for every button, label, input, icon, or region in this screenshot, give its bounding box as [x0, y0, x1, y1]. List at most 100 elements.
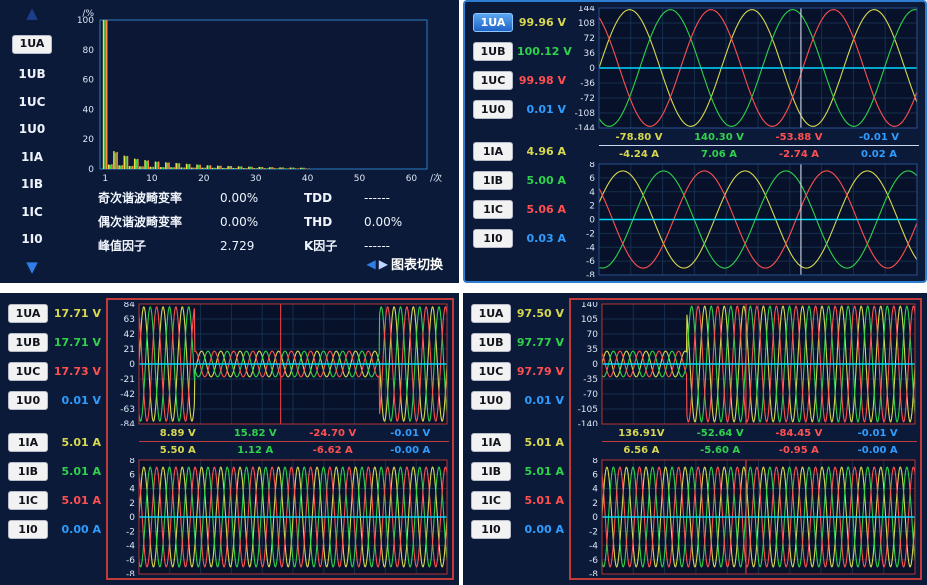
svg-text:21: 21 [124, 345, 135, 355]
channel-row: 1I0 0.00 A [471, 519, 567, 540]
channel-button-1ia[interactable]: 1IA [8, 433, 48, 452]
channel-label-1ia[interactable]: 1IA [20, 149, 44, 164]
channel-label-1ib[interactable]: 1IB [21, 177, 43, 192]
channel-button-1ia[interactable]: 1IA [471, 433, 511, 452]
channel-button-1uc[interactable]: 1UC [471, 362, 511, 381]
chart-switch-control[interactable]: ◀ ▶ 图表切换 [64, 254, 451, 277]
svg-text:35: 35 [587, 345, 598, 355]
svg-text:-4: -4 [589, 542, 598, 552]
harmonic-stats: 奇次谐波畸变率 0.00% TDD ------ 偶次谐波畸变率 0.00% T… [98, 189, 451, 254]
channel-button-1ua[interactable]: 1UA [473, 13, 513, 32]
svg-text:10: 10 [146, 174, 158, 184]
channel-value-1ub: 100.12 V [517, 45, 572, 58]
channel-button-1ub[interactable]: 1UB [471, 333, 511, 352]
channel-value-1u0: 0.01 V [526, 103, 566, 116]
channel-value-1u0: 0.01 V [61, 394, 101, 407]
channel-value-1ib: 5.01 A [524, 465, 564, 478]
channel-button-1ib[interactable]: 1IB [8, 462, 48, 481]
voltage-waveform-plot: 84 63 42 21 0 -21 -42 -63 -84 [120, 302, 448, 426]
svg-text:-2: -2 [126, 527, 135, 537]
channel-label-1uc[interactable]: 1UC [18, 94, 46, 109]
channel-value-1uc: 99.98 V [518, 74, 566, 87]
current-cursor-readouts: 5.50 A 1.12 A -6.62 A -0.00 A [139, 442, 449, 458]
channel-value-1ib: 5.00 A [526, 174, 566, 187]
stat-label-even-thd: 偶次谐波畸变率 [98, 215, 183, 229]
channel-row: 1UC 99.98 V [473, 70, 569, 91]
readout-value-ia: -4.24 A [618, 148, 660, 160]
channel-value-1ia: 5.01 A [524, 436, 564, 449]
svg-text:0: 0 [88, 165, 94, 175]
stat-value-crest-factor: 2.729 [220, 238, 255, 253]
svg-text:40: 40 [302, 174, 314, 184]
channel-row: 1I0 0.00 A [8, 519, 104, 540]
channel-row: 1IB 5.01 A [471, 461, 567, 482]
svg-text:-8: -8 [586, 271, 595, 277]
svg-text:-140: -140 [578, 420, 599, 426]
channel-label-1i0[interactable]: 1I0 [21, 232, 43, 247]
channel-value-1ic: 5.01 A [524, 494, 564, 507]
channel-value-1ua: 97.50 V [516, 307, 564, 320]
channel-label-1ic[interactable]: 1IC [21, 204, 43, 219]
channel-button-1uc[interactable]: 1UC [8, 362, 48, 381]
channel-button-1uc[interactable]: 1UC [473, 71, 513, 90]
svg-text:144: 144 [578, 6, 595, 14]
channel-button-1ua[interactable]: 1UA [12, 34, 52, 54]
svg-text:108: 108 [578, 19, 595, 29]
channel-button-1u0[interactable]: 1U0 [473, 100, 513, 119]
readout-value-ib: -5.60 A [700, 444, 741, 456]
channel-button-1ic[interactable]: 1IC [473, 200, 513, 219]
channel-value-1uc: 17.73 V [53, 365, 101, 378]
svg-text:6: 6 [592, 470, 598, 480]
readout-value-u0: -0.01 V [857, 428, 898, 439]
svg-text:4: 4 [589, 188, 595, 198]
svg-text:-6: -6 [589, 556, 598, 566]
readout-value-ua: 8.89 V [159, 428, 196, 439]
channel-label-1ub[interactable]: 1UB [18, 67, 46, 82]
channel-value-1ic: 5.01 A [61, 494, 101, 507]
svg-text:1: 1 [102, 174, 108, 184]
svg-text:4: 4 [129, 485, 135, 495]
channel-button-1ib[interactable]: 1IB [471, 462, 511, 481]
channel-button-1i0[interactable]: 1I0 [473, 229, 513, 248]
channel-button-1ia[interactable]: 1IA [473, 142, 513, 161]
channel-button-1ub[interactable]: 1UB [8, 333, 48, 352]
chart-switch-right-icon[interactable]: ▶ [378, 256, 388, 271]
svg-text:84: 84 [124, 302, 136, 310]
chart-switch-left-icon[interactable]: ◀ [366, 256, 376, 271]
svg-text:40: 40 [83, 105, 95, 115]
channel-row: 1IB 5.01 A [8, 461, 104, 482]
svg-text:36: 36 [584, 49, 596, 59]
channel-button-1i0[interactable]: 1I0 [8, 520, 48, 539]
channel-button-1ic[interactable]: 1IC [8, 491, 48, 510]
svg-text:-35: -35 [583, 375, 598, 385]
channel-button-1ua[interactable]: 1UA [8, 304, 48, 323]
svg-text:2: 2 [589, 202, 595, 212]
stat-value-thd: 0.00% [364, 214, 403, 229]
current-waveform-plot: 8 6 4 2 0 -2 -4 -6 -8 [589, 458, 916, 576]
channel-button-1ub[interactable]: 1UB [473, 42, 513, 61]
svg-text:/%: /% [82, 9, 94, 19]
channel-button-1ua[interactable]: 1UA [471, 304, 511, 323]
channel-button-1u0[interactable]: 1U0 [471, 391, 511, 410]
channel-value-1i0: 0.00 A [61, 523, 101, 536]
svg-text:-105: -105 [578, 405, 598, 415]
harmonic-main: /% 100 80 60 40 20 0 1 10 20 30 40 50 60/次 奇次谐波畸变率 0.… [64, 0, 459, 283]
channel-rail: 1UA 99.96 V 1UB 100.12 V 1UC 99.98 V 1U0… [465, 2, 572, 281]
readout-value-uc: -84.45 V [775, 428, 823, 439]
channel-row: 1UB 17.71 V [8, 332, 104, 353]
channel-button-1ib[interactable]: 1IB [473, 171, 513, 190]
channel-row: 1UB 97.77 V [471, 332, 567, 353]
scroll-down-icon[interactable]: ▼ [26, 257, 38, 276]
channel-label-1u0[interactable]: 1U0 [18, 122, 46, 137]
scroll-up-icon[interactable]: ▲ [26, 4, 38, 22]
voltage-cursor-readouts: 8.89 V 15.82 V -24.70 V -0.01 V [139, 426, 449, 442]
svg-text:50: 50 [354, 174, 366, 184]
channel-button-1ic[interactable]: 1IC [471, 491, 511, 510]
svg-text:8: 8 [589, 162, 595, 170]
channel-button-1u0[interactable]: 1U0 [8, 391, 48, 410]
channel-value-1ua: 17.71 V [53, 307, 101, 320]
svg-text:-4: -4 [586, 243, 595, 253]
current-waveform-plot: 8 6 4 2 0 -2 -4 -6 -8 [126, 458, 448, 576]
waveform-panel-realtime: 1UA 99.96 V 1UB 100.12 V 1UC 99.98 V 1U0… [463, 0, 927, 283]
channel-button-1i0[interactable]: 1I0 [471, 520, 511, 539]
